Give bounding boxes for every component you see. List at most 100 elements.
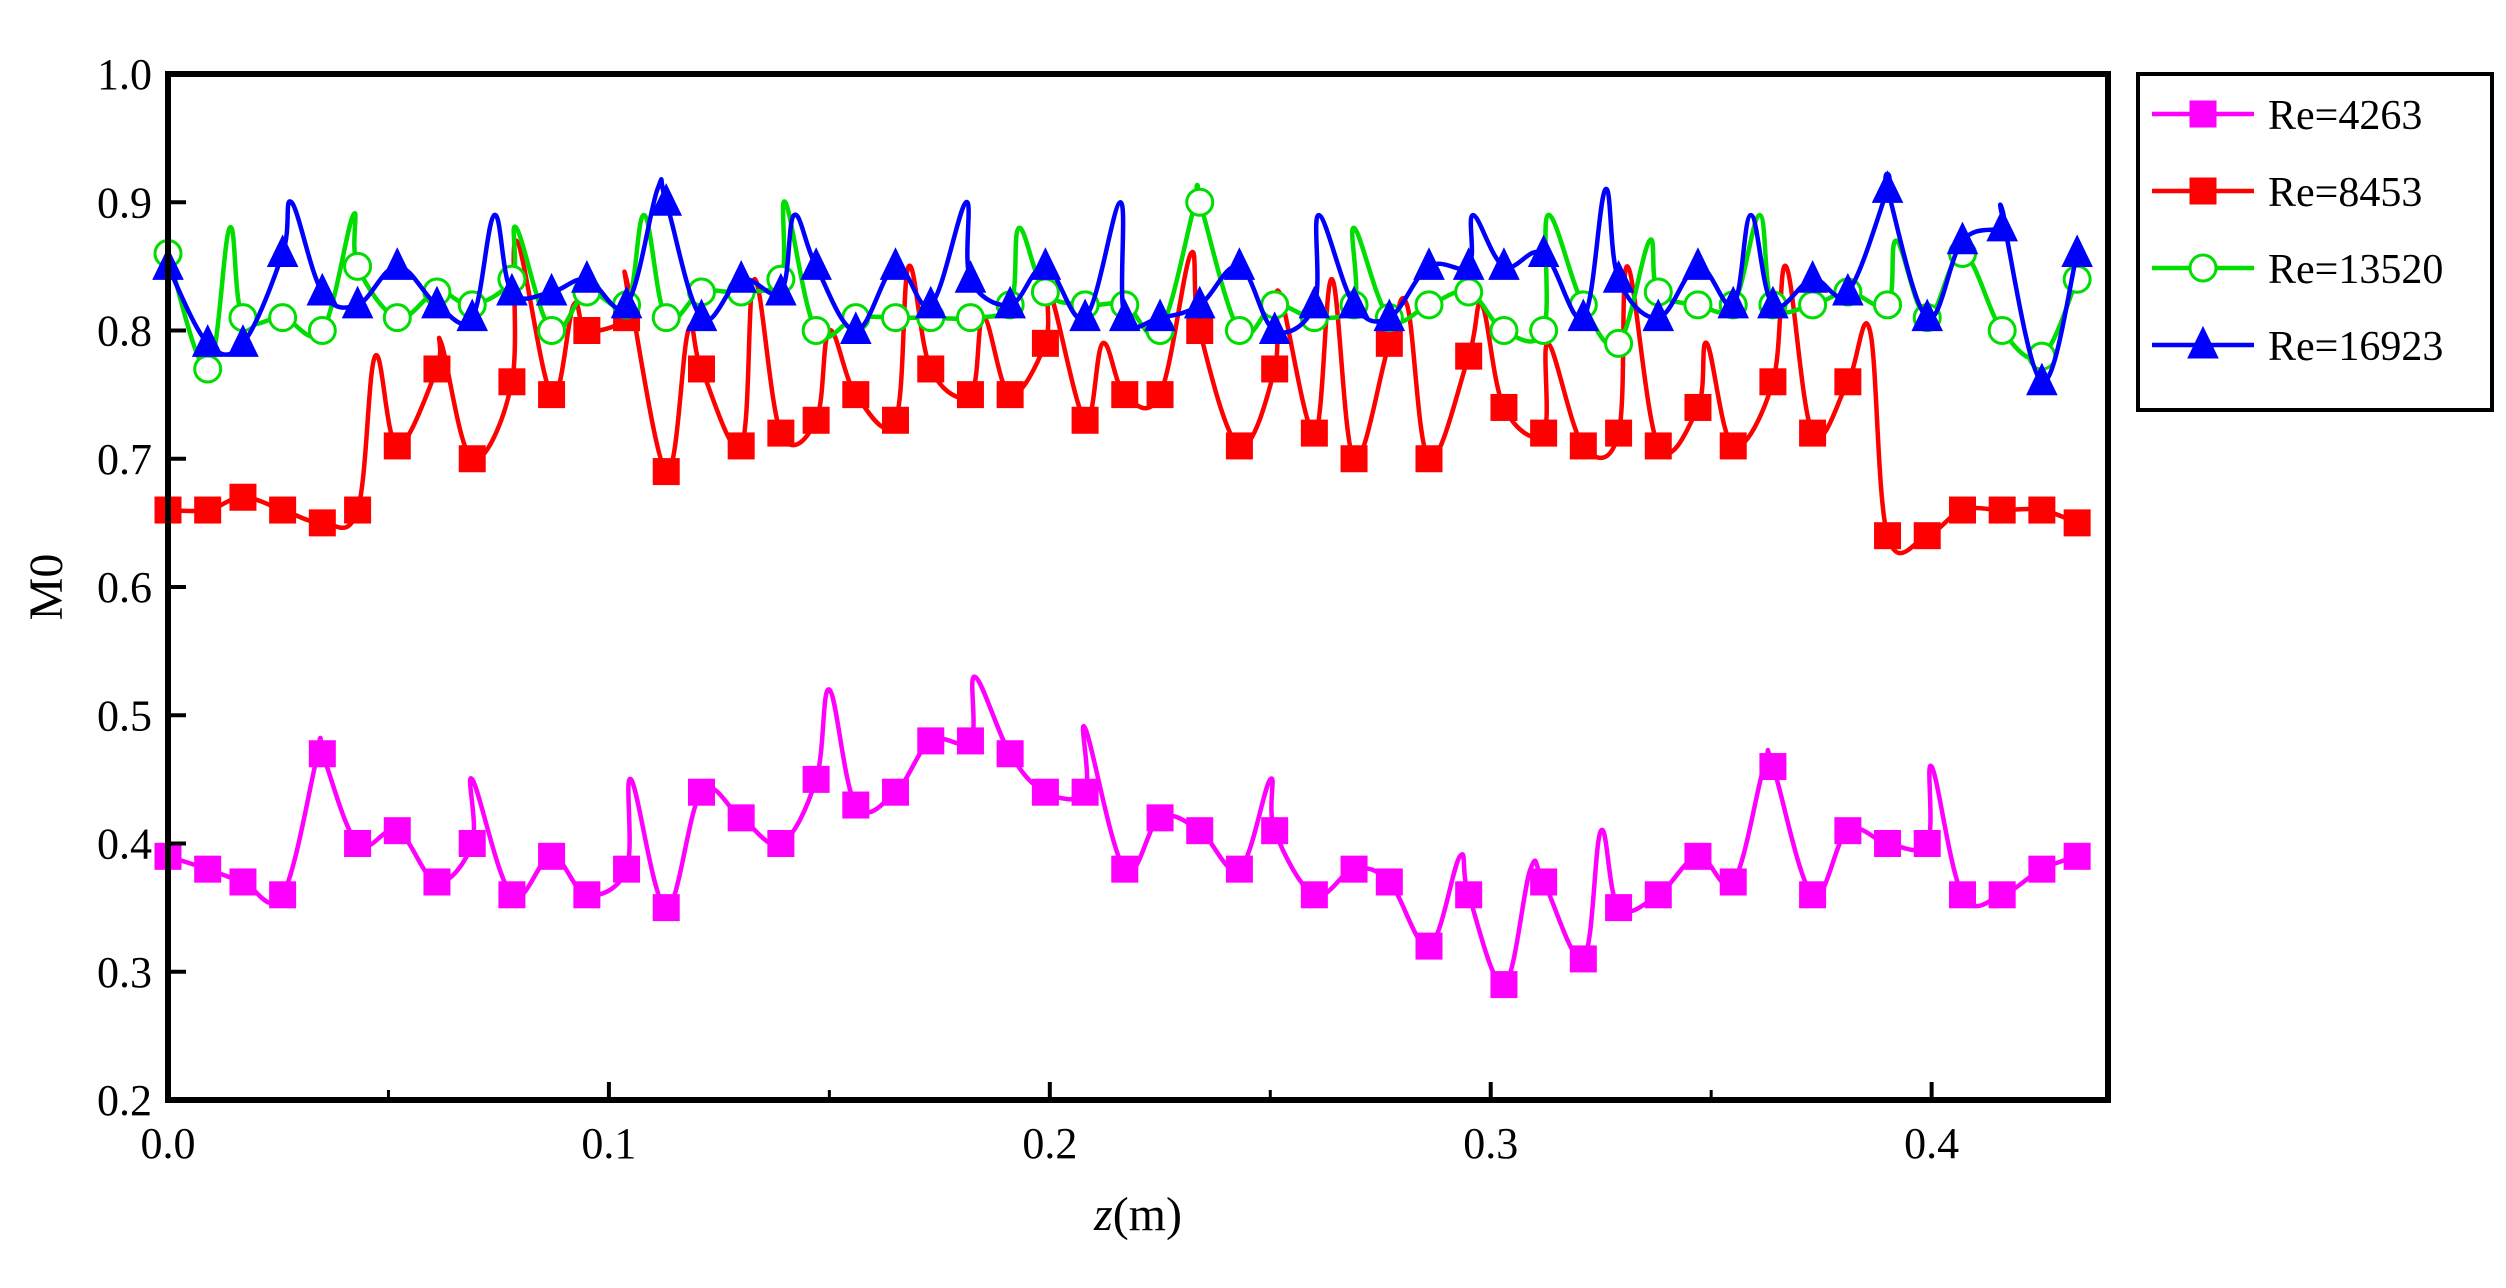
x-axis-label-variable: z (1093, 1188, 1113, 1241)
data-point (1684, 842, 1712, 870)
data-point (1111, 381, 1139, 409)
data-point (1874, 522, 1902, 550)
data-point (1340, 445, 1368, 473)
data-point (840, 311, 872, 344)
data-point (1757, 285, 1789, 319)
data-point (613, 855, 641, 883)
data-point (881, 303, 910, 333)
x-tick-label: 0.0 (141, 1119, 196, 1168)
data-point (1988, 496, 2016, 524)
data-point (1490, 393, 1518, 421)
data-point (767, 830, 795, 857)
data-point (1223, 247, 1256, 280)
data-point (1527, 234, 1560, 268)
data-point (1030, 277, 1060, 307)
data-point (573, 881, 601, 909)
data-point (610, 285, 643, 319)
data-point (571, 260, 603, 293)
y-tick-label: 0.4 (97, 820, 152, 869)
data-point (685, 298, 718, 332)
data-point (688, 355, 715, 383)
data-point (1224, 316, 1254, 345)
data-point (1029, 247, 1062, 280)
data-point (1569, 945, 1597, 973)
data-point (421, 285, 453, 319)
data-point (1913, 522, 1941, 550)
data-point (194, 496, 222, 524)
data-point (1530, 419, 1558, 447)
data-point (2028, 855, 2056, 883)
data-point (458, 445, 486, 473)
data-point (1642, 298, 1675, 332)
legend-label: Re=13520 (2268, 247, 2443, 293)
data-point (1913, 830, 1941, 857)
data-point (1185, 187, 1215, 217)
data-point (308, 509, 336, 537)
data-point (308, 740, 336, 768)
data-point (1186, 317, 1214, 344)
data-point (269, 881, 297, 909)
data-point (1415, 445, 1443, 473)
data-point (1987, 316, 2017, 345)
legend-label: Re=8453 (2268, 170, 2422, 216)
data-point (538, 842, 566, 870)
data-point (456, 298, 489, 332)
data-point (1489, 316, 1519, 345)
legend: Re=4263 Re=8453 Re=13520 Re=16923 (2136, 72, 2494, 412)
data-point (765, 272, 797, 306)
data-point (955, 303, 985, 333)
data-point (879, 247, 912, 280)
data-point (1832, 272, 1864, 306)
data-point (423, 355, 451, 383)
data-point (307, 316, 337, 345)
data-point (535, 272, 568, 306)
x-tick-label: 0.3 (1463, 1119, 1518, 1168)
series-line (167, 674, 2078, 987)
legend-item: Re=8453 (2152, 170, 2422, 216)
data-point (423, 868, 451, 896)
data-point (1258, 311, 1291, 344)
data-point (914, 285, 947, 319)
data-point (1414, 290, 1444, 320)
data-point (1455, 881, 1483, 909)
data-point (573, 317, 601, 344)
data-point (1144, 298, 1176, 332)
data-point (882, 406, 909, 434)
data-point (842, 791, 870, 819)
data-point (1225, 432, 1253, 460)
data-point (1949, 881, 1976, 909)
data-point (191, 324, 224, 357)
data-point (1759, 368, 1787, 396)
data-point (227, 324, 259, 357)
data-point (381, 247, 414, 280)
data-point (194, 855, 222, 883)
legend-marker (2189, 177, 2217, 205)
data-point (2063, 509, 2091, 537)
data-point (1183, 285, 1216, 319)
data-point (1146, 804, 1174, 832)
data-point (917, 727, 945, 755)
data-point (1874, 830, 1902, 857)
data-point (1415, 932, 1443, 960)
data-point (1569, 432, 1597, 460)
data-point (994, 285, 1026, 319)
data-point (498, 368, 526, 396)
data-point (801, 316, 831, 345)
data-point (1988, 881, 2016, 909)
axis-tick-labels: 0.0 0.1 0.2 0.3 0.4 0.2 0.3 0.4 0.5 0.6 0.7 0.8 0.9 1… (97, 50, 1959, 1168)
x-tick-label: 0.1 (581, 1119, 636, 1168)
data-point (1567, 298, 1600, 332)
data-point (1455, 342, 1483, 370)
data-point (382, 303, 412, 333)
data-point (1261, 355, 1289, 383)
data-point (537, 316, 567, 345)
y-axis-label: M0 (20, 554, 73, 621)
legend-item: Re=13520 (2152, 247, 2443, 293)
data-point (538, 381, 566, 409)
data-point (1759, 753, 1787, 781)
data-point (1375, 868, 1403, 896)
data-point (341, 285, 374, 319)
data-point (1454, 277, 1484, 307)
axis-ticks (166, 72, 1934, 1102)
data-point (1413, 247, 1445, 280)
